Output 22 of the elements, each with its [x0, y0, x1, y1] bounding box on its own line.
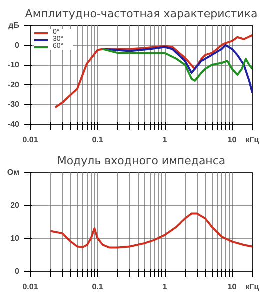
x-tick-label: 1	[162, 282, 168, 292]
x-tick-label: 0.01	[22, 282, 39, 292]
x-tick-label: 0.01	[22, 136, 39, 144]
y-tick-label: -10	[8, 60, 20, 70]
x-tick-label: 1	[162, 136, 168, 144]
y-tick-label: -40	[8, 120, 20, 129]
y-tick-label: 0	[15, 40, 20, 50]
y-tick-label: 20	[10, 201, 20, 210]
x-tick-label: кГц	[246, 282, 260, 292]
y-tick-label: -20	[8, 80, 20, 90]
y-tick-label: дБ	[8, 21, 20, 30]
y-tick-label: 0	[15, 267, 20, 276]
y-tick-label: Ом	[7, 168, 20, 177]
x-tick-label: 0.1	[92, 282, 104, 292]
y-tick-label: 10	[10, 234, 20, 243]
y-tick-label: -30	[8, 100, 20, 110]
x-tick-label: кГц	[246, 136, 260, 144]
chart-title: Модуль входного импеданса	[57, 154, 226, 168]
x-tick-label: 0.1	[92, 136, 104, 144]
chart-title: Амплитудно-частотная характеристика	[25, 8, 258, 20]
x-tick-label: 10	[228, 282, 238, 292]
x-tick-label: 10	[228, 136, 238, 144]
